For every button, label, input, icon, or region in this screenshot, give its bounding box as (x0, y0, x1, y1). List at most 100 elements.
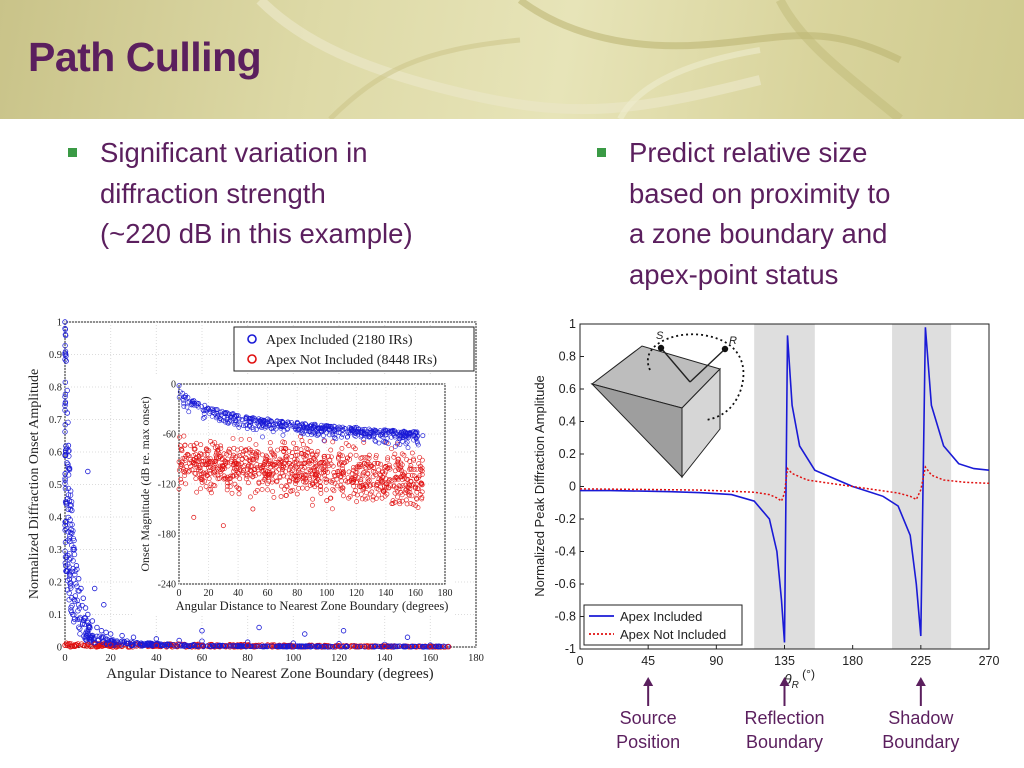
scatter-point (63, 443, 69, 449)
scatter-point (406, 472, 411, 478)
scatter-point (177, 389, 183, 395)
arrow-up-icon (643, 677, 654, 686)
scatter-point (230, 436, 236, 441)
scatter-point (78, 585, 84, 592)
scatter-point (206, 486, 212, 492)
scatter-point (64, 460, 70, 466)
scatter-point (63, 563, 69, 569)
scatter-point (376, 492, 382, 498)
scatter-point (294, 491, 300, 497)
scatter-point (385, 457, 390, 463)
scatter-point (189, 642, 195, 648)
scatter-point (270, 489, 276, 494)
scatter-point (62, 391, 69, 397)
y-tick-label: 0.6 (559, 382, 576, 396)
x-tick-label: 45 (641, 654, 655, 668)
scatter-point (405, 489, 411, 494)
scatter-point (326, 427, 332, 433)
scatter-point (299, 438, 305, 443)
scatter-point (414, 475, 420, 481)
scatter-point (274, 643, 280, 650)
scatter-point (98, 628, 105, 634)
scatter-point (320, 470, 326, 476)
scatter-point (89, 635, 95, 642)
scatter-point (371, 434, 377, 440)
scatter-point (246, 419, 252, 424)
scatter-point (184, 642, 190, 649)
scatter-point (304, 485, 310, 491)
scatter-point (353, 465, 359, 471)
scatter-point (231, 643, 237, 649)
scatter-point (402, 644, 408, 650)
scatter-point (133, 640, 140, 646)
scatter-point (179, 642, 185, 648)
line-series (579, 327, 990, 643)
scatter-point (227, 484, 233, 490)
receiver-label: R (729, 335, 737, 347)
scatter-point (321, 438, 327, 443)
x-tick-label: 180 (842, 654, 863, 668)
x-tick-label: 120 (331, 653, 347, 664)
scatter-point (68, 488, 74, 494)
line-x-axis-label: θR (°) (784, 667, 815, 690)
scatter-point (392, 451, 398, 457)
x-tick-label: 120 (349, 588, 364, 599)
scatter-point (415, 505, 421, 510)
scatter-point (269, 479, 275, 485)
bullet-right-line-4: apex-point status (629, 258, 839, 290)
scatter-point (381, 428, 387, 434)
scatter-point (74, 566, 80, 572)
scatter-point (366, 461, 372, 467)
scatter-point (370, 468, 376, 474)
scatter-point (392, 475, 398, 481)
scatter-point (76, 624, 82, 630)
scatter-point (211, 463, 217, 468)
scatter-chart: 0 20 40 60 80 100 120 140 160 18000.10.20.30.40.5… (27, 318, 484, 683)
scatter-point (300, 431, 306, 437)
scatter-point (101, 638, 107, 644)
scatter-point (72, 593, 78, 599)
scatter-point (194, 461, 199, 467)
scatter-point (302, 472, 308, 477)
scatter-point (191, 398, 197, 404)
scatter-point (328, 454, 334, 460)
legend-marker-apex-not-included (247, 354, 257, 364)
scatter-point (85, 641, 91, 648)
scatter-point (91, 585, 98, 592)
scatter-point (303, 479, 309, 484)
scatter-point (327, 495, 333, 501)
scatter-point (84, 618, 90, 624)
scatter-point (365, 495, 371, 501)
receiver-point (721, 345, 729, 353)
scatter-point (178, 443, 183, 449)
scatter-point (224, 451, 230, 457)
scatter-point (265, 487, 270, 493)
scatter-point (386, 485, 392, 491)
scatter-point (85, 630, 91, 637)
scatter-point (342, 460, 348, 466)
scatter-point (63, 499, 69, 505)
scatter-point (358, 643, 364, 650)
legend-marker-apex-included (247, 334, 257, 344)
inset-scatter-chart: 0 20 40 60 80 100 120 140 160 180 0 -60 -120 -180 -240… (134, 376, 454, 616)
scatter-point (256, 624, 262, 631)
x-tick-label: 80 (242, 653, 253, 664)
scatter-point (411, 457, 417, 463)
scatter-point (62, 379, 68, 385)
scatter-point (62, 522, 68, 528)
scatter-point (290, 643, 297, 649)
scatter-point (62, 560, 68, 566)
scatter-point (279, 483, 284, 489)
scatter-point (385, 465, 391, 471)
scatter-point (218, 412, 224, 418)
scatter-point (236, 471, 242, 477)
scatter-point (77, 616, 83, 622)
scatter-point (199, 628, 205, 634)
boundary-arrows (643, 677, 926, 706)
scatter-point (244, 643, 250, 649)
scatter-x-axis-label: Angular Distance to Nearest Zone Boundar… (106, 666, 433, 682)
scatter-point (181, 433, 187, 439)
scatter-point (294, 446, 300, 451)
scatter-point (337, 460, 342, 466)
bullet-left: Significant variation in diffraction str… (68, 133, 413, 255)
